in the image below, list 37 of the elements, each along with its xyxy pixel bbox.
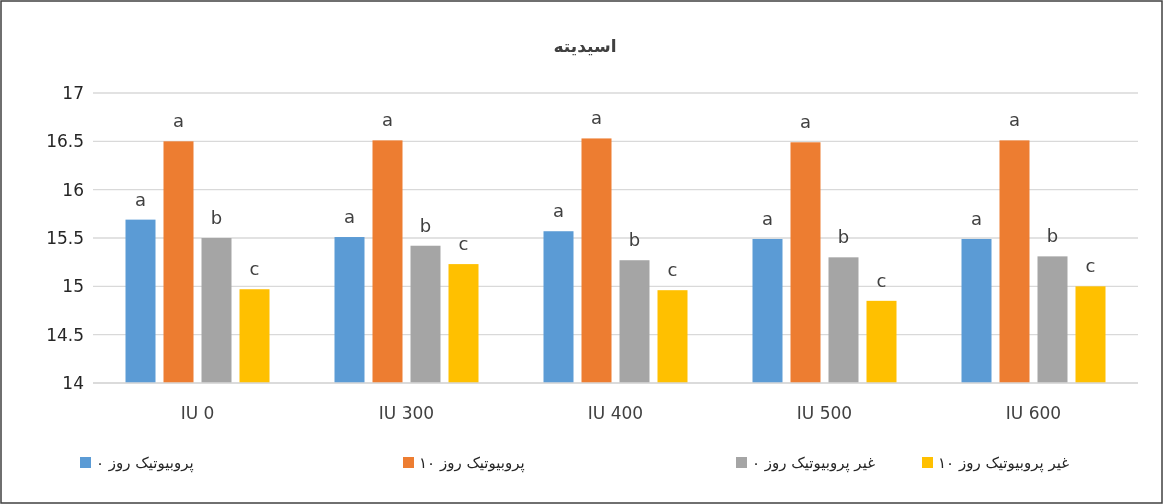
legend-label: غیر پروبیوتیک روز ۰ bbox=[752, 454, 876, 473]
annotation: a bbox=[172, 110, 185, 132]
annotation: b bbox=[419, 214, 432, 236]
legend-label: پروبیوتیک روز ۰ bbox=[96, 454, 194, 473]
y-tick-label: 14 bbox=[62, 373, 84, 393]
x-tick-label: IU 500 bbox=[796, 403, 853, 423]
y-tick-label: 17 bbox=[62, 83, 84, 103]
annotation: b bbox=[837, 226, 850, 248]
annotation: a bbox=[970, 207, 983, 229]
annotation: a bbox=[590, 107, 603, 129]
x-tick-label: IU 0 bbox=[180, 403, 215, 423]
annotation: a bbox=[343, 206, 356, 228]
annotation: c bbox=[1085, 255, 1096, 277]
annotation: a bbox=[552, 200, 565, 222]
x-tick-label: IU 600 bbox=[1005, 403, 1062, 423]
annotation: c bbox=[458, 233, 469, 255]
annotation: c bbox=[667, 259, 678, 281]
annotation: a bbox=[134, 188, 147, 210]
annotation: c bbox=[876, 269, 887, 291]
annotation: b bbox=[628, 229, 641, 251]
legend-label: پروبیوتیک روز ۱۰ bbox=[419, 454, 525, 473]
y-tick-label: 15.5 bbox=[46, 228, 84, 248]
x-tick-label: IU 400 bbox=[587, 403, 644, 423]
annotation: a bbox=[381, 109, 394, 131]
annotation: a bbox=[761, 207, 774, 229]
y-tick-label: 16 bbox=[62, 179, 84, 200]
chart-title: اسیدیته bbox=[553, 36, 617, 56]
y-tick-label: 14.5 bbox=[46, 324, 84, 345]
y-tick-label: 16.5 bbox=[46, 131, 84, 152]
annotation: c bbox=[249, 258, 260, 280]
annotation: a bbox=[1008, 109, 1021, 131]
annotation: b bbox=[210, 207, 223, 228]
annotation: b bbox=[1046, 225, 1059, 247]
x-tick-label: IU 300 bbox=[378, 403, 435, 423]
legend-label: غیر پروبیوتیک روز ۱۰ bbox=[938, 454, 1070, 473]
y-tick-label: 15 bbox=[62, 276, 84, 297]
annotation: a bbox=[799, 111, 812, 133]
